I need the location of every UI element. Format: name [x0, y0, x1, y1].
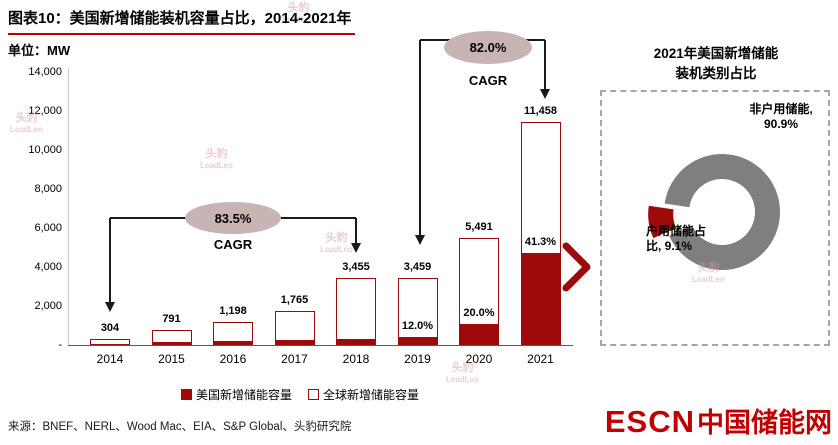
bar-value-label-2015: 791: [162, 312, 181, 325]
x-tick-label-2020: 2020: [465, 352, 493, 366]
bar-us-2018: [336, 338, 376, 345]
x-tick-label-2021: 2021: [527, 352, 554, 366]
legend-item-us: 美国新增储能容量: [180, 386, 292, 403]
cagr2-caption: CAGR: [468, 73, 508, 88]
x-tick-label-2017: 2017: [281, 352, 308, 366]
bar-value-label-2020: 5,491: [465, 220, 493, 233]
pie-title-line2: 装机类别占比: [675, 66, 757, 81]
y-tick-label: 12,000: [28, 105, 62, 117]
x-tick-label-2018: 2018: [342, 352, 370, 366]
y-axis-line: [68, 68, 69, 346]
y-tick-label: 14,000: [28, 66, 62, 78]
legend: 美国新增储能容量 全球新增储能容量: [0, 386, 600, 403]
y-tick-label: -: [58, 339, 62, 351]
cagr1-right-arrowhead-icon: [351, 243, 361, 253]
pie-label-residential: 户用储能占比, 9.1%: [646, 224, 707, 253]
donut-chart: [648, 154, 781, 271]
cagr2-value: 82.0%: [469, 40, 507, 55]
x-axis-line: [68, 345, 573, 346]
cagr1-value: 83.5%: [214, 210, 252, 226]
bar-us-2015: [151, 341, 192, 345]
watermark-cn: 头豹: [205, 148, 228, 160]
bar-value-label-2019: 3,459: [403, 260, 432, 273]
watermark-en: LeadLeo: [10, 125, 43, 134]
bar-global-2018: [336, 277, 376, 345]
cagr2-left-arrowhead-icon: [415, 235, 425, 245]
legend-swatch-global-icon: [308, 389, 319, 400]
y-tick-label: 8,000: [34, 183, 62, 195]
cagr2-right-arrowhead-icon: [540, 89, 550, 99]
pie-slice-nonresidential: [664, 154, 781, 271]
watermark-en: LeadLeo: [446, 375, 479, 384]
bar-global-2019: [397, 277, 438, 345]
bar-us-2021: [520, 252, 561, 345]
x-tick-label-2019: 2019: [404, 352, 431, 366]
watermark-cn: 头豹: [325, 232, 348, 244]
y-tick-label: 10,000: [28, 144, 62, 156]
x-tick-label-2015: 2015: [158, 352, 185, 366]
watermark-en: LeadLeo: [320, 245, 353, 254]
bar-us-2014: [90, 343, 130, 345]
page-title: 图表10：美国新增储能装机容量占比，2014-2021年: [8, 7, 356, 35]
bar-us-2020: [459, 323, 499, 345]
bar-global-2017: [274, 310, 315, 345]
legend-swatch-us-icon: [180, 389, 192, 400]
y-tick-label: 6,000: [34, 222, 62, 234]
cagr-ellipse-2014-2018: 83.5%: [185, 202, 281, 234]
logo-cn-text: 中国储能网: [697, 408, 832, 438]
bar-us-2019: [397, 336, 438, 345]
cagr-ellipse-2019-2021: 82.0%: [444, 31, 532, 64]
watermark: 头豹 LeadLeo: [320, 232, 353, 256]
arrow-to-pie-icon: [562, 242, 591, 292]
pie-slice-residential: [648, 205, 677, 239]
bar-value-label-2018: 3,455: [342, 260, 370, 273]
logo-escn-text: ESCN: [604, 404, 695, 439]
bar-value-label-2021: 11,458: [523, 104, 558, 117]
bar-us-2017: [274, 339, 315, 345]
x-tick-label-2016: 2016: [219, 352, 247, 366]
y-tick-label: 2,000: [34, 300, 62, 312]
bar-pct-label-2021: 41.3%: [524, 235, 557, 248]
legend-item-global: 全球新增储能容量: [308, 386, 419, 403]
watermark-en: LeadLeo: [200, 161, 233, 170]
cagr1-left-arrowhead-icon: [105, 302, 115, 312]
bar-value-label-2014: 304: [100, 322, 120, 335]
pie-title-line1: 2021年美国新增储能: [653, 46, 779, 61]
y-tick-label: 4,000: [34, 261, 62, 273]
pie-panel-border: [600, 90, 830, 346]
bar-pct-label-2019: 12.0%: [401, 319, 434, 332]
escn-logo: ESCN 中国储能网: [605, 401, 832, 440]
x-tick-label-2014: 2014: [96, 352, 124, 366]
unit-label: 单位：MW: [8, 43, 71, 58]
legend-label-global: 全球新增储能容量: [323, 388, 420, 402]
bar-value-label-2016: 1,198: [219, 304, 247, 317]
watermark: 头豹 LeadLeo: [200, 148, 233, 172]
source-note: 来源：BNEF、NERL、Wood Mac、EIA、S&P Global、头豹研…: [8, 421, 352, 433]
bar-value-label-2017: 1,765: [280, 293, 309, 306]
pie-label-nonresidential: 非户用储能, 90.9%: [749, 102, 813, 131]
bar-pct-label-2020: 20.0%: [463, 306, 495, 319]
legend-label-us: 美国新增储能容量: [195, 388, 292, 402]
cagr1-caption: CAGR: [213, 237, 253, 252]
bar-us-2016: [213, 340, 253, 345]
